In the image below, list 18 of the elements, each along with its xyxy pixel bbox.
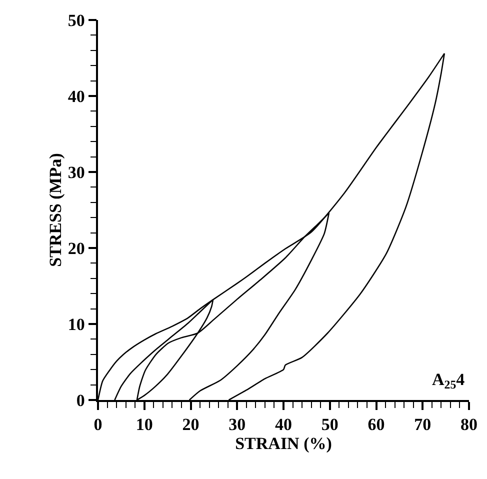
x-axis-title: STRAIN (%) xyxy=(235,434,332,454)
y-tick-label: 20 xyxy=(68,238,85,258)
x-tick-label: 20 xyxy=(182,415,200,434)
x-tick-label: 10 xyxy=(136,415,153,434)
x-tick-label: 80 xyxy=(460,415,478,434)
x-tick-label: 0 xyxy=(94,415,102,434)
y-tick-label: 10 xyxy=(68,314,85,334)
x-tick-label: 70 xyxy=(414,415,432,434)
x-tick-label: 50 xyxy=(321,415,338,434)
y-tick-label: 50 xyxy=(68,10,85,30)
y-tick-label: 0 xyxy=(76,390,85,410)
x-tick-label: 40 xyxy=(275,415,292,434)
x-tick-label: 60 xyxy=(368,415,385,434)
y-tick-label: 30 xyxy=(68,162,85,182)
x-tick-label: 30 xyxy=(228,415,246,434)
y-tick-label: 40 xyxy=(68,86,85,106)
annotation: A$_{25}$4 xyxy=(432,370,466,392)
y-axis-title: STRESS (MPa) xyxy=(46,153,65,267)
